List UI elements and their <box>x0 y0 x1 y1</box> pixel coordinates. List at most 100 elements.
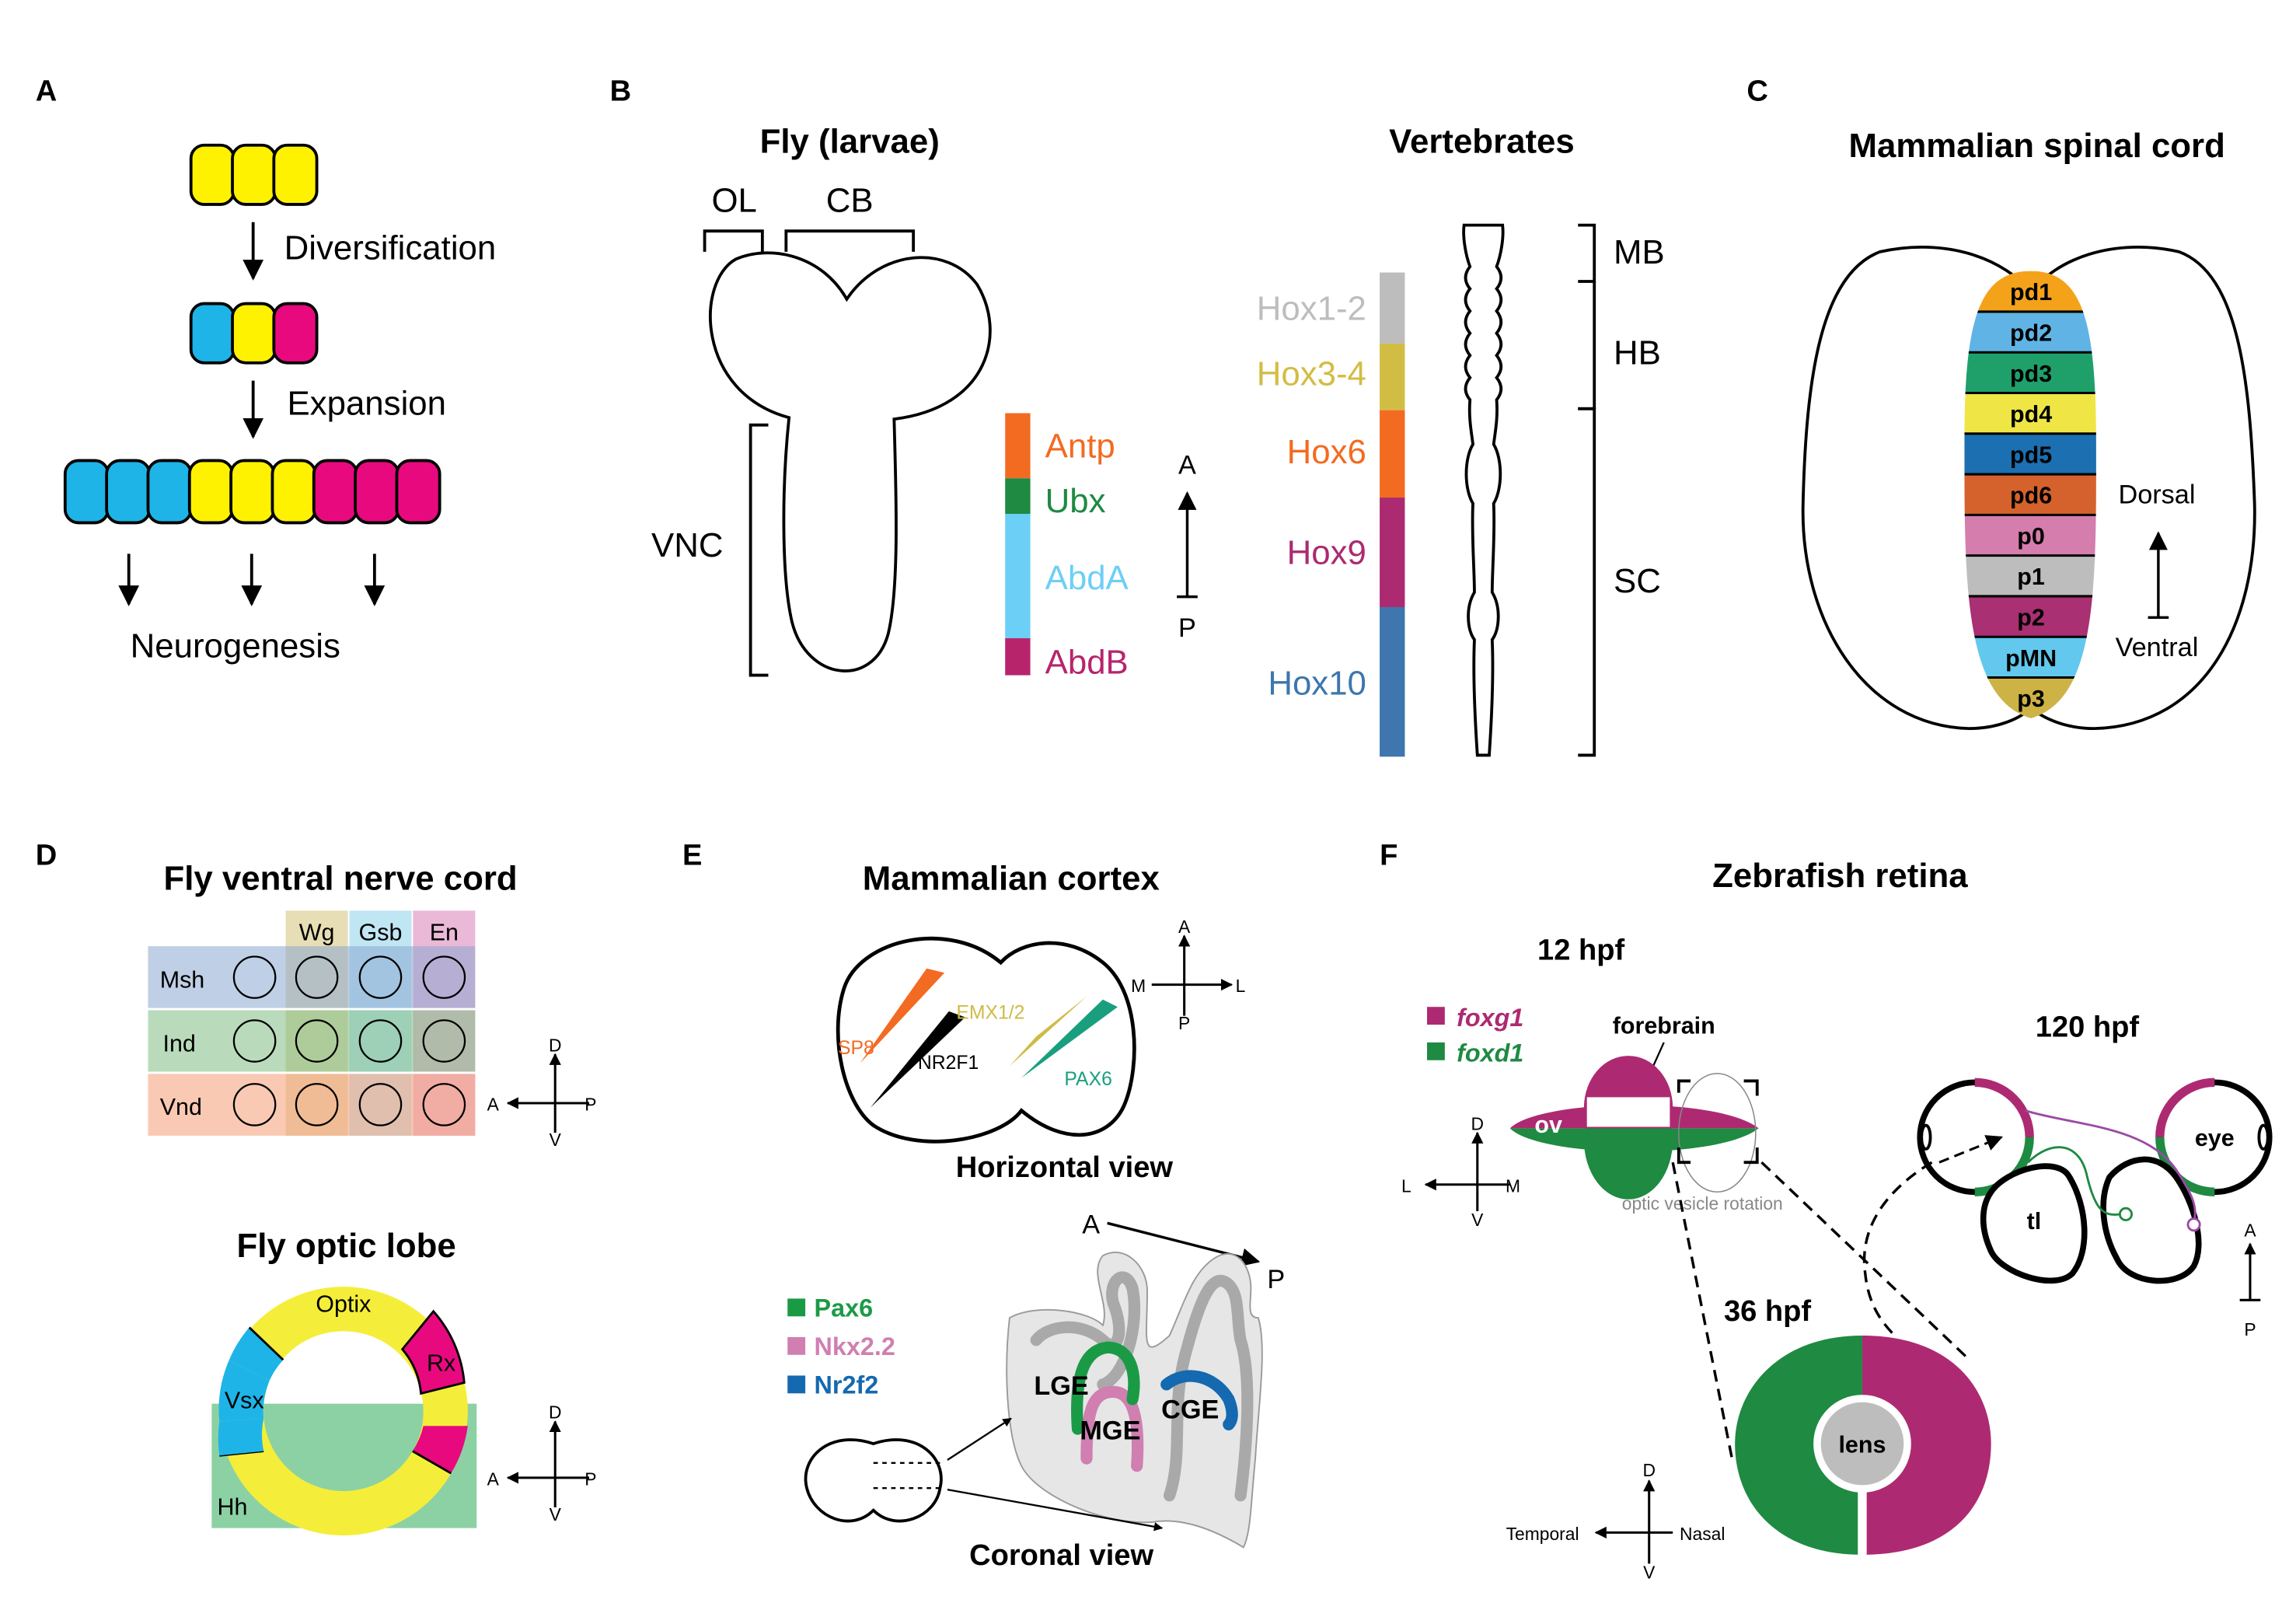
panel-a-letter: A <box>36 75 57 108</box>
hpf120-label: 120 hpf <box>2036 1011 2140 1043</box>
en-label: En <box>430 920 459 946</box>
cb-label: CB <box>826 181 874 219</box>
progenitor-cell <box>189 302 236 365</box>
neuroblast <box>358 1083 403 1126</box>
axis-a-label: A <box>1178 917 1191 937</box>
domain-label: p2 <box>2017 605 2045 631</box>
cortex-axis: A M L P <box>1131 917 1245 1033</box>
left-lens-ring <box>1920 1123 1932 1151</box>
progenitor-cell <box>146 459 193 525</box>
hb-bracket <box>1578 281 1596 410</box>
lens <box>1820 1402 1904 1486</box>
domain-label: pd4 <box>2010 401 2052 428</box>
rx-domain-bottom <box>412 1426 468 1474</box>
cortex-horizontal-outline <box>836 936 1136 1144</box>
panel-c: C Mammalian spinal cord pd1pd2pd3pd4pd5p… <box>1746 75 2256 731</box>
antp-label: Antp <box>1045 428 1115 466</box>
foxd1-legend-label: foxd1 <box>1457 1039 1523 1067</box>
domain-pd5 <box>1964 433 2096 476</box>
vnc-title: Fly ventral nerve cord <box>163 860 517 898</box>
panel-f-letter: F <box>1380 839 1397 871</box>
vnc-bracket <box>748 423 769 677</box>
spinal-cord-domains: pd1 pd2 pd3 pd4 pd5 pd6 p0 p1 p2 pMN p3 <box>1964 271 2096 718</box>
gsb-label: Gsb <box>359 920 403 946</box>
cortex-legend: Pax6 Nkx2.2 Nr2f2 <box>787 1294 895 1399</box>
neuroblast-circles <box>232 955 466 1126</box>
neuroblast <box>232 1019 277 1063</box>
pax6-legend-label: Pax6 <box>815 1294 874 1322</box>
hox6-label: Hox6 <box>1287 433 1366 471</box>
pax6-swatch <box>787 1298 806 1317</box>
axis-p-label: P <box>2244 1319 2256 1339</box>
progenitor-row-2 <box>189 302 319 365</box>
rotation-arrow <box>1938 1135 2003 1164</box>
axis-a-label: A <box>1178 451 1196 480</box>
domain-label: pd6 <box>2010 483 2052 509</box>
hb-label: HB <box>1614 334 1661 372</box>
optic-vesicle-lower <box>1509 1128 1759 1152</box>
optic-lobe: Optix Rx Vsx Hh <box>211 1287 477 1536</box>
horizontal-view-label: Horizontal view <box>956 1151 1174 1184</box>
pax6-gradient <box>1021 999 1118 1078</box>
domain-label: pd3 <box>2010 361 2052 387</box>
hox3-4-label: Hox3-4 <box>1257 354 1366 393</box>
hh-label: Hh <box>218 1493 248 1520</box>
axis-p-label: P <box>1178 613 1196 643</box>
domain-pd2 <box>1964 311 2096 354</box>
domain-label: pMN <box>2005 645 2057 672</box>
larva-120hpf: eye tl <box>1917 1077 2273 1284</box>
axis-v-label: V <box>1643 1562 1656 1582</box>
axis-l-label: L <box>1236 976 1246 996</box>
emx-gradient <box>1009 996 1087 1067</box>
ind-label: Ind <box>163 1030 196 1056</box>
domain-pd4 <box>1964 393 2096 435</box>
domain-label: p0 <box>2017 523 2045 550</box>
axis-d-label: D <box>1471 1113 1485 1133</box>
axis-v-label: V <box>550 1130 562 1150</box>
neural-tube-outline <box>1462 223 1505 757</box>
fly-larvae-title: Fly (larvae) <box>760 122 940 160</box>
eye-36hpf: lens <box>1735 1336 1991 1558</box>
progenitor-cell <box>63 459 110 525</box>
rgc-axon-green <box>2027 1146 2120 1216</box>
rotation-ellipse <box>1678 1073 1757 1193</box>
cge-label: CGE <box>1161 1395 1219 1425</box>
nkx22-swatch <box>787 1336 806 1355</box>
dashed-connector-3 <box>1862 1161 1933 1337</box>
panel-b-letter: B <box>610 75 632 108</box>
foxg1-legend-label: foxg1 <box>1457 1004 1523 1032</box>
cge-nr2f2 <box>1160 1370 1238 1430</box>
axis-a-label: A <box>2244 1220 2256 1240</box>
ol-label: OL <box>711 181 756 219</box>
sc-label: SC <box>1614 562 1661 600</box>
domain-p2 <box>1964 595 2096 638</box>
domain-label: pd1 <box>2010 279 2052 306</box>
progenitor-row-1 <box>189 143 319 206</box>
domain-label: p3 <box>2017 686 2045 712</box>
ind-row <box>148 1010 476 1073</box>
nr2f2-swatch <box>787 1375 806 1394</box>
neuroblast <box>232 955 277 999</box>
axis-nasal-label: Nasal <box>1680 1524 1725 1544</box>
progenitor-cell <box>270 459 317 525</box>
neuroblast <box>422 1083 466 1126</box>
progenitor-row-3 <box>63 459 441 525</box>
axis-d-label: D <box>549 1035 562 1055</box>
mge-nkx22 <box>1080 1385 1144 1472</box>
sp8-label: SP8 <box>838 1038 874 1059</box>
hox10-band <box>1380 606 1405 757</box>
neuroblast <box>358 955 403 999</box>
right-tectum <box>2100 1156 2202 1284</box>
expansion-label: Expansion <box>287 384 446 422</box>
cortex-title: Mammalian cortex <box>863 860 1160 898</box>
antp-band <box>1005 413 1031 479</box>
right-lens-ring <box>2257 1123 2270 1151</box>
temporal-retina <box>1735 1336 1862 1555</box>
nr2f2-legend-label: Nr2f2 <box>815 1371 879 1399</box>
dorsal-label: Dorsal <box>2118 480 2195 510</box>
rx-domain-top <box>400 1309 466 1395</box>
coronal-view-label: Coronal view <box>969 1539 1153 1572</box>
msh-label: Msh <box>160 966 205 993</box>
nasal-retina <box>1862 1336 1991 1555</box>
